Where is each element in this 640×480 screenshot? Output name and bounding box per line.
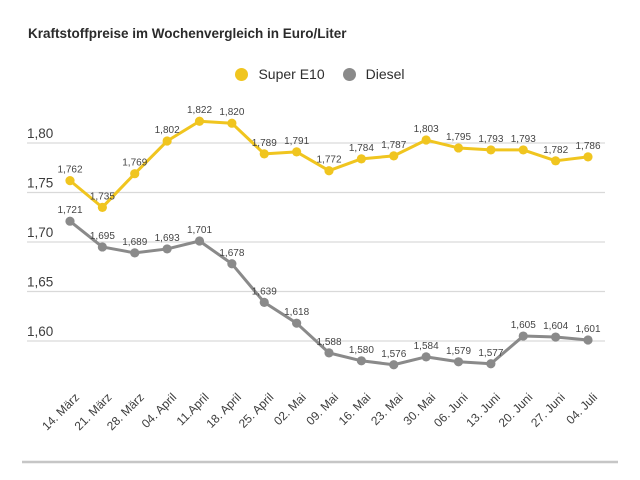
data-label-diesel: 1,577: [478, 348, 503, 359]
y-tick-label: 1,80: [27, 126, 53, 141]
data-label-super-e10: 1,782: [543, 145, 568, 156]
data-label-super-e10: 1,793: [478, 134, 503, 145]
data-point-diesel: [551, 332, 561, 342]
data-label-super-e10: 1,762: [57, 165, 82, 176]
data-label-diesel: 1,576: [381, 349, 406, 360]
data-label-diesel: 1,618: [284, 307, 309, 318]
data-point-diesel: [97, 242, 107, 252]
data-point-super-e10: [453, 143, 464, 153]
data-point-super-e10: [162, 136, 172, 146]
data-point-diesel: [486, 359, 496, 369]
x-tick-label: 04. April: [139, 390, 180, 431]
x-tick-label: 02. Mai: [271, 390, 309, 428]
data-label-diesel: 1,579: [446, 346, 471, 357]
legend-label-diesel: Diesel: [365, 66, 405, 82]
x-tick-label: 23. Mai: [368, 390, 406, 428]
data-label-super-e10: 1,772: [316, 155, 341, 166]
data-point-super-e10: [421, 135, 431, 145]
data-point-super-e10: [259, 149, 269, 159]
data-point-super-e10: [551, 156, 561, 166]
y-tick-label: 1,70: [27, 225, 53, 240]
data-point-diesel: [421, 352, 431, 362]
data-label-diesel: 1,701: [187, 225, 212, 236]
data-point-diesel: [292, 318, 302, 328]
data-point-super-e10: [389, 151, 399, 161]
data-label-super-e10: 1,802: [155, 125, 180, 136]
y-tick-label: 1,75: [27, 176, 53, 191]
data-point-diesel: [162, 244, 172, 254]
data-point-diesel: [583, 335, 593, 345]
y-tick-label: 1,60: [27, 324, 53, 339]
x-tick-label: 13. Juni: [463, 390, 503, 430]
data-label-diesel: 1,584: [414, 341, 439, 352]
data-point-diesel: [453, 357, 464, 367]
x-tick-label: 20. Juni: [496, 390, 536, 430]
data-label-super-e10: 1,793: [511, 134, 536, 145]
data-label-super-e10: 1,784: [349, 143, 374, 154]
data-point-diesel: [518, 331, 528, 341]
x-tick-label: 18. April: [203, 390, 244, 431]
data-point-super-e10: [130, 169, 140, 179]
data-point-super-e10: [324, 166, 334, 176]
data-label-super-e10: 1,735: [90, 191, 115, 202]
data-point-diesel: [227, 259, 237, 269]
data-point-super-e10: [518, 145, 528, 155]
data-point-diesel: [356, 356, 366, 366]
data-label-diesel: 1,604: [543, 321, 568, 332]
data-point-super-e10: [583, 152, 593, 162]
data-point-super-e10: [194, 116, 205, 126]
data-label-super-e10: 1,786: [575, 141, 600, 152]
data-point-super-e10: [65, 176, 75, 186]
data-point-diesel: [389, 360, 399, 370]
data-label-super-e10: 1,789: [252, 138, 277, 149]
data-point-super-e10: [486, 145, 496, 155]
data-label-super-e10: 1,769: [122, 158, 147, 169]
data-point-super-e10: [97, 202, 107, 212]
x-tick-label: 27. Juni: [528, 390, 568, 430]
data-label-diesel: 1,689: [122, 237, 147, 248]
x-tick-label: 25. April: [236, 390, 277, 431]
data-label-diesel: 1,605: [511, 320, 536, 331]
x-tick-label: 16. Mai: [336, 390, 374, 428]
data-point-diesel: [324, 348, 334, 358]
data-label-diesel: 1,693: [155, 233, 180, 244]
data-label-super-e10: 1,822: [187, 105, 212, 116]
legend-item-diesel: Diesel: [342, 66, 405, 82]
data-point-super-e10: [227, 118, 237, 128]
data-point-diesel: [194, 236, 205, 246]
chart-title: Kraftstoffpreise im Wochenvergleich in E…: [28, 26, 347, 41]
data-label-super-e10: 1,820: [219, 107, 244, 118]
data-point-diesel: [130, 248, 140, 258]
data-label-diesel: 1,695: [90, 231, 115, 242]
data-point-super-e10: [356, 154, 366, 164]
x-tick-label: 04. Juli: [563, 390, 600, 427]
data-label-diesel: 1,721: [57, 205, 82, 216]
data-label-diesel: 1,601: [575, 324, 600, 335]
data-label-diesel: 1,639: [252, 286, 277, 297]
data-label-super-e10: 1,803: [414, 124, 439, 135]
data-label-super-e10: 1,791: [284, 136, 309, 147]
legend-label-super-e10: Super E10: [258, 66, 325, 82]
diesel-dot-icon: [342, 67, 356, 81]
data-label-diesel: 1,678: [219, 248, 244, 259]
data-label-super-e10: 1,795: [446, 132, 471, 143]
y-tick-label: 1,65: [27, 275, 53, 290]
legend-item-super-e10: Super E10: [235, 66, 325, 82]
data-label-super-e10: 1,787: [381, 140, 406, 151]
data-label-diesel: 1,580: [349, 345, 374, 356]
super-e10-dot-icon: [235, 67, 249, 81]
x-tick-label: 09. Mai: [303, 390, 341, 428]
data-point-super-e10: [292, 147, 302, 157]
data-label-diesel: 1,588: [316, 337, 341, 348]
data-point-diesel: [259, 297, 269, 307]
data-point-diesel: [65, 216, 75, 226]
chart-legend: Super E10 Diesel: [0, 66, 640, 82]
x-tick-label: 06. Juni: [431, 390, 471, 430]
